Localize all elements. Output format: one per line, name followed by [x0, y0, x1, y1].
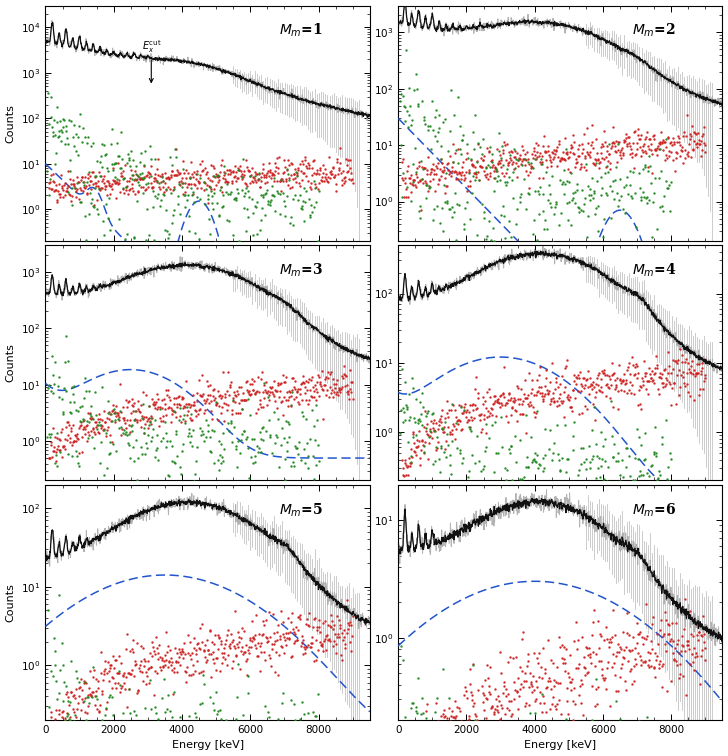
Text: $M_m$=4: $M_m$=4 [632, 262, 676, 279]
Text: $M_m$=6: $M_m$=6 [632, 501, 676, 519]
Y-axis label: Counts: Counts [6, 104, 15, 143]
Y-axis label: Counts: Counts [6, 583, 15, 621]
X-axis label: Energy [keV]: Energy [keV] [172, 740, 244, 751]
Text: $E_x^{\rm cut}$: $E_x^{\rm cut}$ [141, 38, 161, 82]
Text: $M_m$=5: $M_m$=5 [279, 501, 323, 519]
X-axis label: Energy [keV]: Energy [keV] [524, 740, 596, 751]
Text: $M_m$=2: $M_m$=2 [632, 22, 676, 39]
Text: $M_m$=3: $M_m$=3 [279, 262, 323, 279]
Text: $M_m$=1: $M_m$=1 [279, 22, 323, 39]
Y-axis label: Counts: Counts [6, 343, 15, 383]
